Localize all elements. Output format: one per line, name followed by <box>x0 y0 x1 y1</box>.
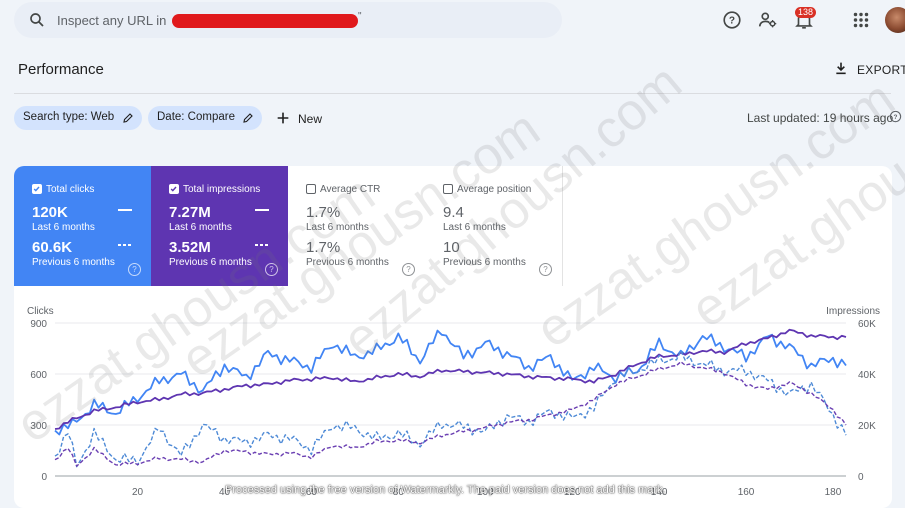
metric-previous-value: 3.52M <box>169 239 211 256</box>
search-type-label: Search type: Web <box>23 111 115 123</box>
last-updated-status: Last updated: 19 hours ago ? <box>747 110 902 125</box>
metric-current-value: 9.4 <box>443 204 464 221</box>
url-inspection-search-bar[interactable]: Inspect any URL in " <box>14 2 562 38</box>
page-title: Performance <box>18 61 104 78</box>
metric-total-clicks[interactable]: Total clicks 120K Last 6 months 60.6K Pr… <box>14 166 151 286</box>
svg-text:?: ? <box>729 16 735 27</box>
notifications-count-badge: 138 <box>795 7 817 18</box>
manage-users-icon[interactable] <box>757 9 779 31</box>
dashed-line-legend-icon <box>255 244 269 246</box>
metric-average-ctr[interactable]: Average CTR 1.7% Last 6 months 1.7% Prev… <box>288 166 426 286</box>
search-placeholder: Inspect any URL in <box>57 13 167 28</box>
help-circle-icon[interactable]: ? <box>889 110 902 123</box>
metric-average-position[interactable]: Average position 9.4 Last 6 months 10 Pr… <box>425 166 563 286</box>
edit-pencil-icon <box>243 113 253 123</box>
edit-pencil-icon <box>123 113 133 123</box>
header-divider <box>14 93 891 94</box>
metric-previous-period: Previous 6 months <box>169 257 252 268</box>
metric-current-value: 120K <box>32 204 68 221</box>
metric-current-value: 7.27M <box>169 204 211 221</box>
metric-previous-value: 60.6K <box>32 239 73 256</box>
metric-current-period: Last 6 months <box>169 222 232 233</box>
search-type-filter-chip[interactable]: Search type: Web <box>14 106 142 130</box>
metric-current-period: Last 6 months <box>32 222 95 233</box>
help-icon[interactable]: ? <box>539 263 552 276</box>
metric-previous-period: Previous 6 months <box>32 257 115 268</box>
metric-previous-period: Previous 6 months <box>306 257 389 268</box>
search-suffix: " <box>358 11 362 22</box>
search-icon <box>30 13 44 27</box>
metric-previous-period: Previous 6 months <box>443 257 526 268</box>
date-filter-label: Date: Compare <box>157 111 235 123</box>
metric-label: Average CTR <box>320 184 381 195</box>
date-filter-chip[interactable]: Date: Compare <box>148 106 262 130</box>
metric-previous-value: 1.7% <box>306 239 341 256</box>
download-icon <box>836 62 846 75</box>
checkbox-unchecked-icon[interactable] <box>306 184 316 194</box>
help-icon[interactable]: ? <box>402 263 415 276</box>
new-filter-label: New <box>298 112 323 126</box>
metric-current-value: 1.7% <box>306 204 341 221</box>
help-icon[interactable]: ? <box>721 9 743 31</box>
metric-total-impressions[interactable]: Total impressions 7.27M Last 6 months 3.… <box>151 166 288 286</box>
apps-grid-icon[interactable] <box>850 9 872 31</box>
plus-icon <box>277 112 289 124</box>
checkbox-checked-icon[interactable] <box>32 184 42 194</box>
checkbox-unchecked-icon[interactable] <box>443 184 453 194</box>
checkbox-checked-icon[interactable] <box>169 184 179 194</box>
metric-label: Total clicks <box>46 184 95 195</box>
last-updated-text: Last updated: 19 hours ago <box>747 111 894 125</box>
account-avatar[interactable] <box>885 7 905 33</box>
metric-current-period: Last 6 months <box>306 222 369 233</box>
help-icon[interactable]: ? <box>128 263 141 276</box>
solid-line-legend-icon <box>255 209 269 211</box>
watermark-footer-note: Processed using the free version of Wate… <box>225 484 666 496</box>
metric-previous-value: 10 <box>443 239 460 256</box>
top-bar: Inspect any URL in " ? 138 <box>0 0 905 40</box>
solid-line-legend-icon <box>118 209 132 211</box>
svg-text:?: ? <box>894 114 898 121</box>
metric-label: Total impressions <box>183 184 261 195</box>
help-icon[interactable]: ? <box>265 263 278 276</box>
export-label: EXPORT <box>857 63 905 77</box>
performance-card: Total clicks 120K Last 6 months 60.6K Pr… <box>14 166 892 508</box>
metric-current-period: Last 6 months <box>443 222 506 233</box>
dashed-line-legend-icon <box>118 244 132 246</box>
redacted-domain <box>172 14 358 28</box>
metric-label: Average position <box>457 184 532 195</box>
